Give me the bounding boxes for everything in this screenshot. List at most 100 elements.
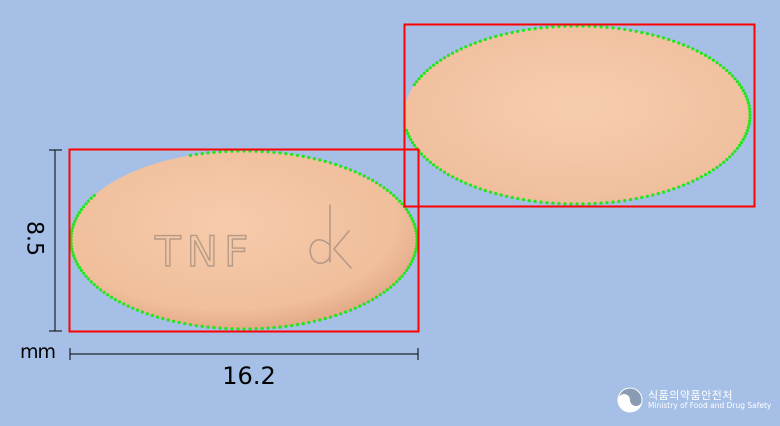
contour-dot	[405, 128, 409, 133]
contour-dot	[722, 66, 726, 70]
contour-dot	[318, 318, 322, 322]
contour-dot	[704, 173, 708, 177]
contour-dot	[397, 277, 402, 281]
contour-dot	[527, 199, 531, 203]
contour-dot	[747, 122, 751, 126]
contour-dot	[412, 222, 416, 227]
contour-dot	[408, 213, 412, 218]
contour-dot	[77, 265, 82, 270]
contour-dot	[510, 30, 514, 35]
contour-dot	[728, 155, 732, 159]
height-value: 8.5	[21, 221, 47, 256]
contour-dot	[439, 168, 443, 172]
contour-dot	[272, 326, 276, 330]
contour-dot	[328, 315, 333, 319]
contour-dot	[414, 229, 418, 233]
contour-dot	[425, 68, 429, 73]
contour-dot	[407, 134, 411, 139]
contour-dot	[651, 33, 655, 37]
contour-dot	[415, 244, 419, 248]
contour-dot	[699, 175, 704, 179]
contour-dot	[224, 149, 228, 154]
contour-dot	[634, 197, 638, 201]
contour-dot	[344, 166, 348, 170]
contour-dot	[413, 250, 417, 254]
contour-dot	[628, 198, 633, 202]
contour-dot	[488, 36, 493, 40]
contour-dot	[743, 134, 747, 139]
contour-dot	[730, 74, 735, 78]
contour-dot	[459, 179, 463, 183]
pill-imprint-symbol-icon	[309, 204, 352, 269]
contour-dot	[307, 155, 311, 160]
contour-dot	[488, 190, 493, 194]
contour-dot	[745, 128, 750, 133]
contour-dot	[611, 26, 615, 30]
contour-dot	[374, 181, 379, 185]
contour-dot	[378, 183, 382, 187]
contour-dot	[651, 193, 655, 197]
width-dimension-line	[69, 348, 419, 360]
contour-dot	[411, 219, 415, 224]
contour-dot	[77, 210, 82, 215]
contour-dot	[672, 187, 676, 191]
contour-dot	[681, 183, 686, 187]
contour-dot	[72, 253, 76, 258]
contour-dot	[206, 151, 210, 155]
contour-dot	[278, 325, 282, 329]
contour-dot	[82, 271, 86, 275]
contour-dot	[745, 97, 750, 102]
contour-dot	[656, 192, 660, 196]
contour-dot	[686, 45, 690, 49]
contour-dot	[569, 202, 573, 206]
contour-dot	[89, 280, 93, 284]
contour-dot	[92, 282, 96, 287]
contour-dot	[378, 293, 382, 297]
contour-dot	[581, 202, 585, 206]
contour-dot	[707, 170, 712, 174]
contour-dot	[278, 151, 282, 155]
contour-dot	[718, 163, 723, 167]
contour-dot	[533, 199, 537, 203]
contour-dot	[557, 201, 561, 206]
contour-dot	[79, 268, 83, 272]
contour-dot	[605, 25, 609, 29]
contour-dot	[628, 28, 633, 32]
contour-dot	[623, 27, 627, 31]
contour-dot	[71, 250, 75, 254]
contour-dot	[295, 323, 300, 327]
contour-dot	[634, 29, 638, 33]
pill-back-bounding-box	[403, 23, 756, 208]
contour-dot	[74, 259, 78, 264]
pill-front-view: TNF	[71, 151, 417, 329]
contour-dot	[72, 222, 76, 227]
contour-dot	[118, 300, 122, 304]
contour-dot	[415, 80, 419, 84]
contour-dot	[353, 306, 357, 310]
contour-dot	[505, 32, 509, 36]
contour-dot	[206, 325, 210, 329]
contour-dot	[84, 202, 88, 206]
contour-dot	[691, 179, 695, 183]
contour-dot	[410, 259, 414, 264]
contour-dot	[102, 290, 106, 294]
contour-dot	[145, 312, 149, 316]
contour-dot	[71, 226, 75, 230]
contour-dot	[667, 37, 671, 42]
contour-dot	[290, 152, 294, 156]
contour-dot	[109, 295, 114, 299]
contour-dot	[318, 158, 322, 162]
contour-dot	[699, 51, 704, 55]
contour-dot	[744, 131, 748, 136]
contour-dot	[677, 41, 681, 45]
contour-dot	[748, 107, 752, 111]
contour-dot	[473, 185, 477, 189]
contour-dot	[468, 43, 473, 47]
contour-dot	[392, 282, 396, 287]
contour-dot	[70, 247, 74, 251]
contour-dot	[86, 199, 91, 203]
contour-dot	[563, 202, 567, 206]
contour-dot	[711, 168, 715, 172]
contour-dot	[389, 191, 393, 195]
contour-dot	[439, 58, 443, 62]
